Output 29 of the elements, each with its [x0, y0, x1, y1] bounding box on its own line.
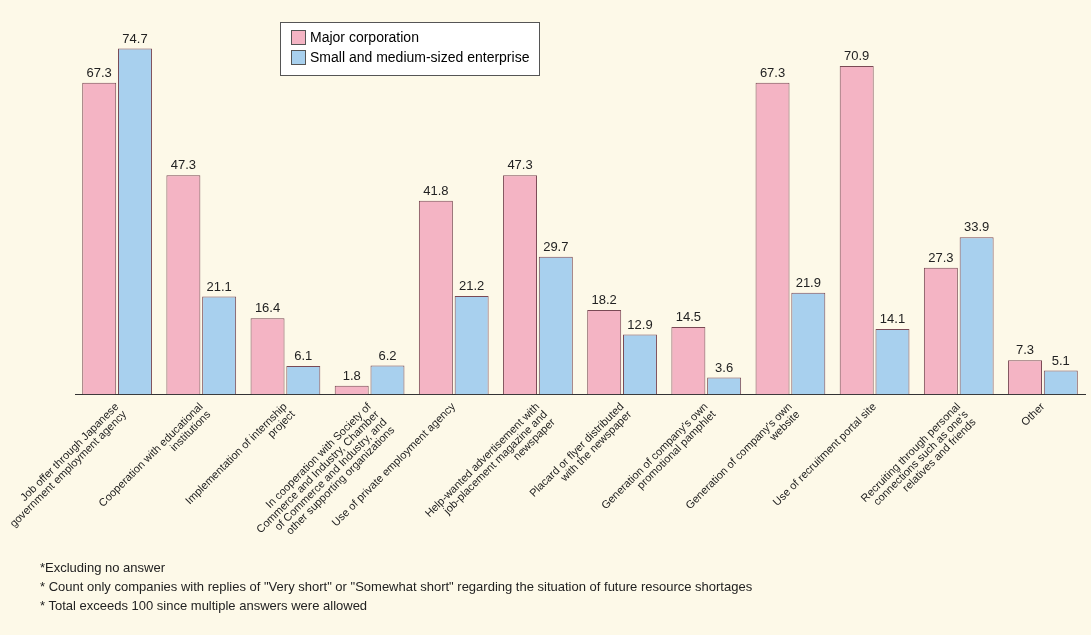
- data-label: 16.4: [254, 300, 281, 316]
- legend-label: Major corporation: [310, 29, 419, 45]
- text: *Excluding no answer: [40, 559, 167, 577]
- data-label: 21.1: [206, 278, 232, 294]
- data-label: 14.1: [879, 310, 906, 326]
- data-label: 12.9: [627, 316, 653, 332]
- data-label: 70.9: [844, 48, 870, 64]
- data-label: 67.3: [86, 64, 112, 80]
- data-label: 7.3: [1015, 342, 1035, 358]
- data-label: 47.3: [170, 157, 197, 173]
- legend-label: Small and medium-sized enterprise: [310, 49, 530, 65]
- data-label: 1.8: [342, 367, 361, 383]
- data-label: 14.5: [675, 309, 702, 325]
- data-label: 21.9: [795, 274, 821, 290]
- text: * Total exceeds 100 since multiple answers were allowed: [40, 597, 369, 615]
- data-label: 74.7: [122, 30, 148, 46]
- data-label: 6.1: [294, 347, 313, 363]
- data-label: 6.2: [378, 347, 397, 363]
- data-label: 67.3: [759, 64, 786, 80]
- data-label: 29.7: [543, 238, 569, 254]
- data-label: 33.9: [963, 219, 990, 235]
- data-label: 18.2: [591, 292, 617, 307]
- text: * Count only companies with replies of "Very short" or "Somewhat short" regarding the situation of future resource shortages: [40, 578, 753, 596]
- data-label: 47.3: [507, 157, 533, 173]
- data-label: 41.8: [423, 182, 449, 198]
- data-label: 27.3: [928, 249, 954, 265]
- data-label: 5.1: [1051, 352, 1070, 368]
- data-label: 3.6: [715, 359, 734, 375]
- data-label: 21.2: [458, 278, 485, 294]
